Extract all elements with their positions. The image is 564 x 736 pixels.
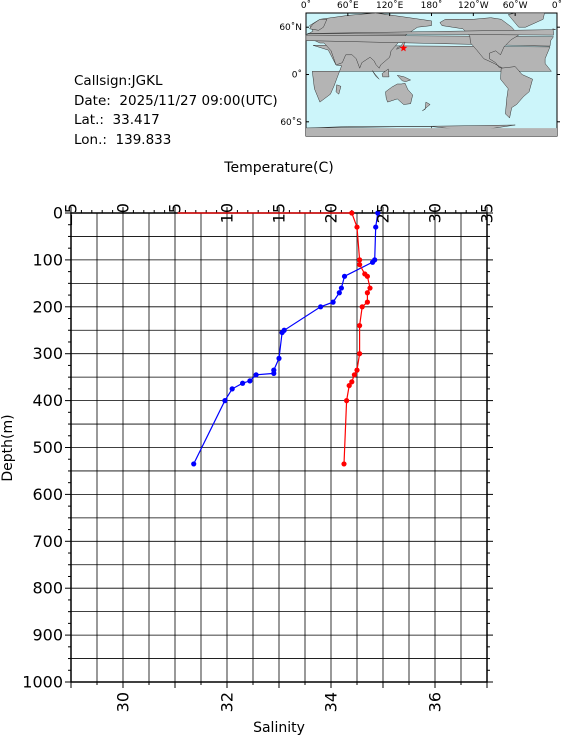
- salinity-point: [364, 290, 370, 296]
- temperature-point: [279, 329, 285, 336]
- salinity-point: [364, 299, 370, 305]
- salinity-point: [359, 304, 365, 310]
- depth-axis-label: Depth(m): [0, 414, 16, 481]
- temperature-tick-label: 20: [322, 203, 341, 223]
- temperature-tick-label: 10: [218, 203, 237, 223]
- land-shape: [371, 70, 380, 80]
- depth-tick-label: 500: [32, 438, 63, 457]
- salinity-point: [351, 372, 357, 378]
- station-info: Callsign:JGKL Date: 2025/11/27 09:00(UTC…: [74, 72, 278, 150]
- temperature-tick-label: 25: [374, 203, 393, 223]
- temperature-axis-label: Temperature(C): [223, 160, 333, 176]
- salinity-point: [364, 273, 370, 279]
- map-lat-label: 60˚N: [279, 22, 302, 33]
- date-text: Date: 2025/11/27 09:00(UTC): [74, 92, 278, 109]
- temperature-point: [229, 386, 235, 392]
- salinity-point: [357, 322, 363, 329]
- temperature-point: [336, 290, 342, 296]
- salinity-point: [354, 367, 360, 373]
- temperature-tick-label: −5: [62, 203, 81, 227]
- map-lon-label: 0˚: [301, 0, 311, 11]
- salinity-axis-label: Salinity: [253, 720, 305, 736]
- land-shape: [309, 19, 328, 31]
- salinity-point: [341, 461, 347, 467]
- map-lat-label: 60˚S: [280, 117, 302, 128]
- depth-tick-label: 900: [32, 626, 63, 645]
- temperature-point: [276, 355, 282, 361]
- map-lon-label: 120˚W: [458, 0, 489, 11]
- temperature-point: [240, 380, 246, 386]
- antarctica-shape: [306, 128, 557, 136]
- depth-tick-label: 400: [32, 391, 63, 410]
- salinity-tick-label: 30: [114, 692, 133, 712]
- temperature-tick-label: 30: [426, 203, 445, 223]
- temperature-point: [375, 210, 381, 216]
- map-lon-label: 180˚: [421, 0, 443, 11]
- map-land: [305, 12, 557, 136]
- land-shape: [422, 101, 431, 112]
- world-map: 0˚ 60˚E 120˚E 180˚ 120˚W 60˚W 0˚ 60˚N 0˚ 60˚S: [279, 0, 562, 137]
- land-shape: [396, 74, 412, 82]
- land-shape: [381, 68, 390, 78]
- map-lon-label: 60˚W: [503, 0, 528, 11]
- depth-tick-label: 1000: [22, 673, 63, 692]
- salinity-point: [357, 351, 363, 357]
- land-shape: [335, 84, 342, 95]
- lon-text: Lon.: 139.833: [74, 131, 172, 148]
- temperature-tick-label: 35: [478, 203, 497, 223]
- temperature-point: [191, 461, 197, 467]
- temperature-point: [330, 299, 336, 305]
- depth-tick-label: 100: [32, 250, 63, 269]
- land-shape: [500, 66, 533, 119]
- temperature-point: [318, 304, 324, 310]
- salinity-tick-label: 32: [218, 692, 237, 712]
- map-labels: 0˚ 60˚E 120˚E 180˚ 120˚W 60˚W 0˚ 60˚N 0˚ 60˚S: [279, 0, 562, 128]
- station-marker-icon: [399, 44, 408, 52]
- lat-text: Lat.: 33.417: [74, 112, 160, 128]
- temperature-point: [247, 378, 253, 384]
- salinity-tick-label: 34: [322, 692, 341, 712]
- salinity-point: [349, 379, 355, 385]
- temperature-tick-label: 0: [114, 203, 133, 213]
- salinity-point: [349, 210, 355, 216]
- salinity-point: [354, 224, 360, 230]
- land-shape: [307, 28, 556, 36]
- chart-series: [177, 210, 381, 467]
- map-lon-label: 0˚: [552, 0, 562, 11]
- depth-tick-label: 0: [53, 204, 63, 223]
- station-star-icon: [399, 44, 408, 52]
- temperature-point: [338, 285, 344, 291]
- temperature-point: [222, 398, 228, 404]
- temperature-point: [370, 259, 376, 265]
- callsign-text: Callsign:JGKL: [74, 73, 163, 89]
- land-shape: [385, 82, 413, 105]
- temperature-point: [373, 224, 379, 230]
- map-lat-label: 0˚: [292, 70, 302, 81]
- temperature-point: [341, 273, 348, 279]
- depth-tick-label: 300: [32, 344, 63, 363]
- land-shape: [507, 12, 545, 28]
- salinity-point: [344, 398, 350, 404]
- temperature-point: [253, 372, 259, 378]
- chart-grid: [71, 213, 487, 682]
- map-lon-label: 60˚E: [337, 0, 359, 11]
- temperature-tick-label: 5: [166, 203, 185, 213]
- depth-tick-label: 700: [32, 532, 63, 551]
- temperature-point: [271, 370, 277, 376]
- depth-tick-label: 200: [32, 297, 63, 316]
- salinity-point: [346, 382, 352, 389]
- temperature-tick-label: 15: [270, 203, 289, 223]
- salinity-point: [357, 257, 363, 263]
- depth-tick-label: 800: [32, 579, 63, 598]
- salinity-point: [357, 261, 363, 268]
- map-lon-label: 120˚E: [376, 0, 404, 11]
- depth-tick-label: 600: [32, 485, 63, 504]
- salinity-point: [367, 285, 373, 291]
- salinity-tick-label: 36: [426, 692, 445, 712]
